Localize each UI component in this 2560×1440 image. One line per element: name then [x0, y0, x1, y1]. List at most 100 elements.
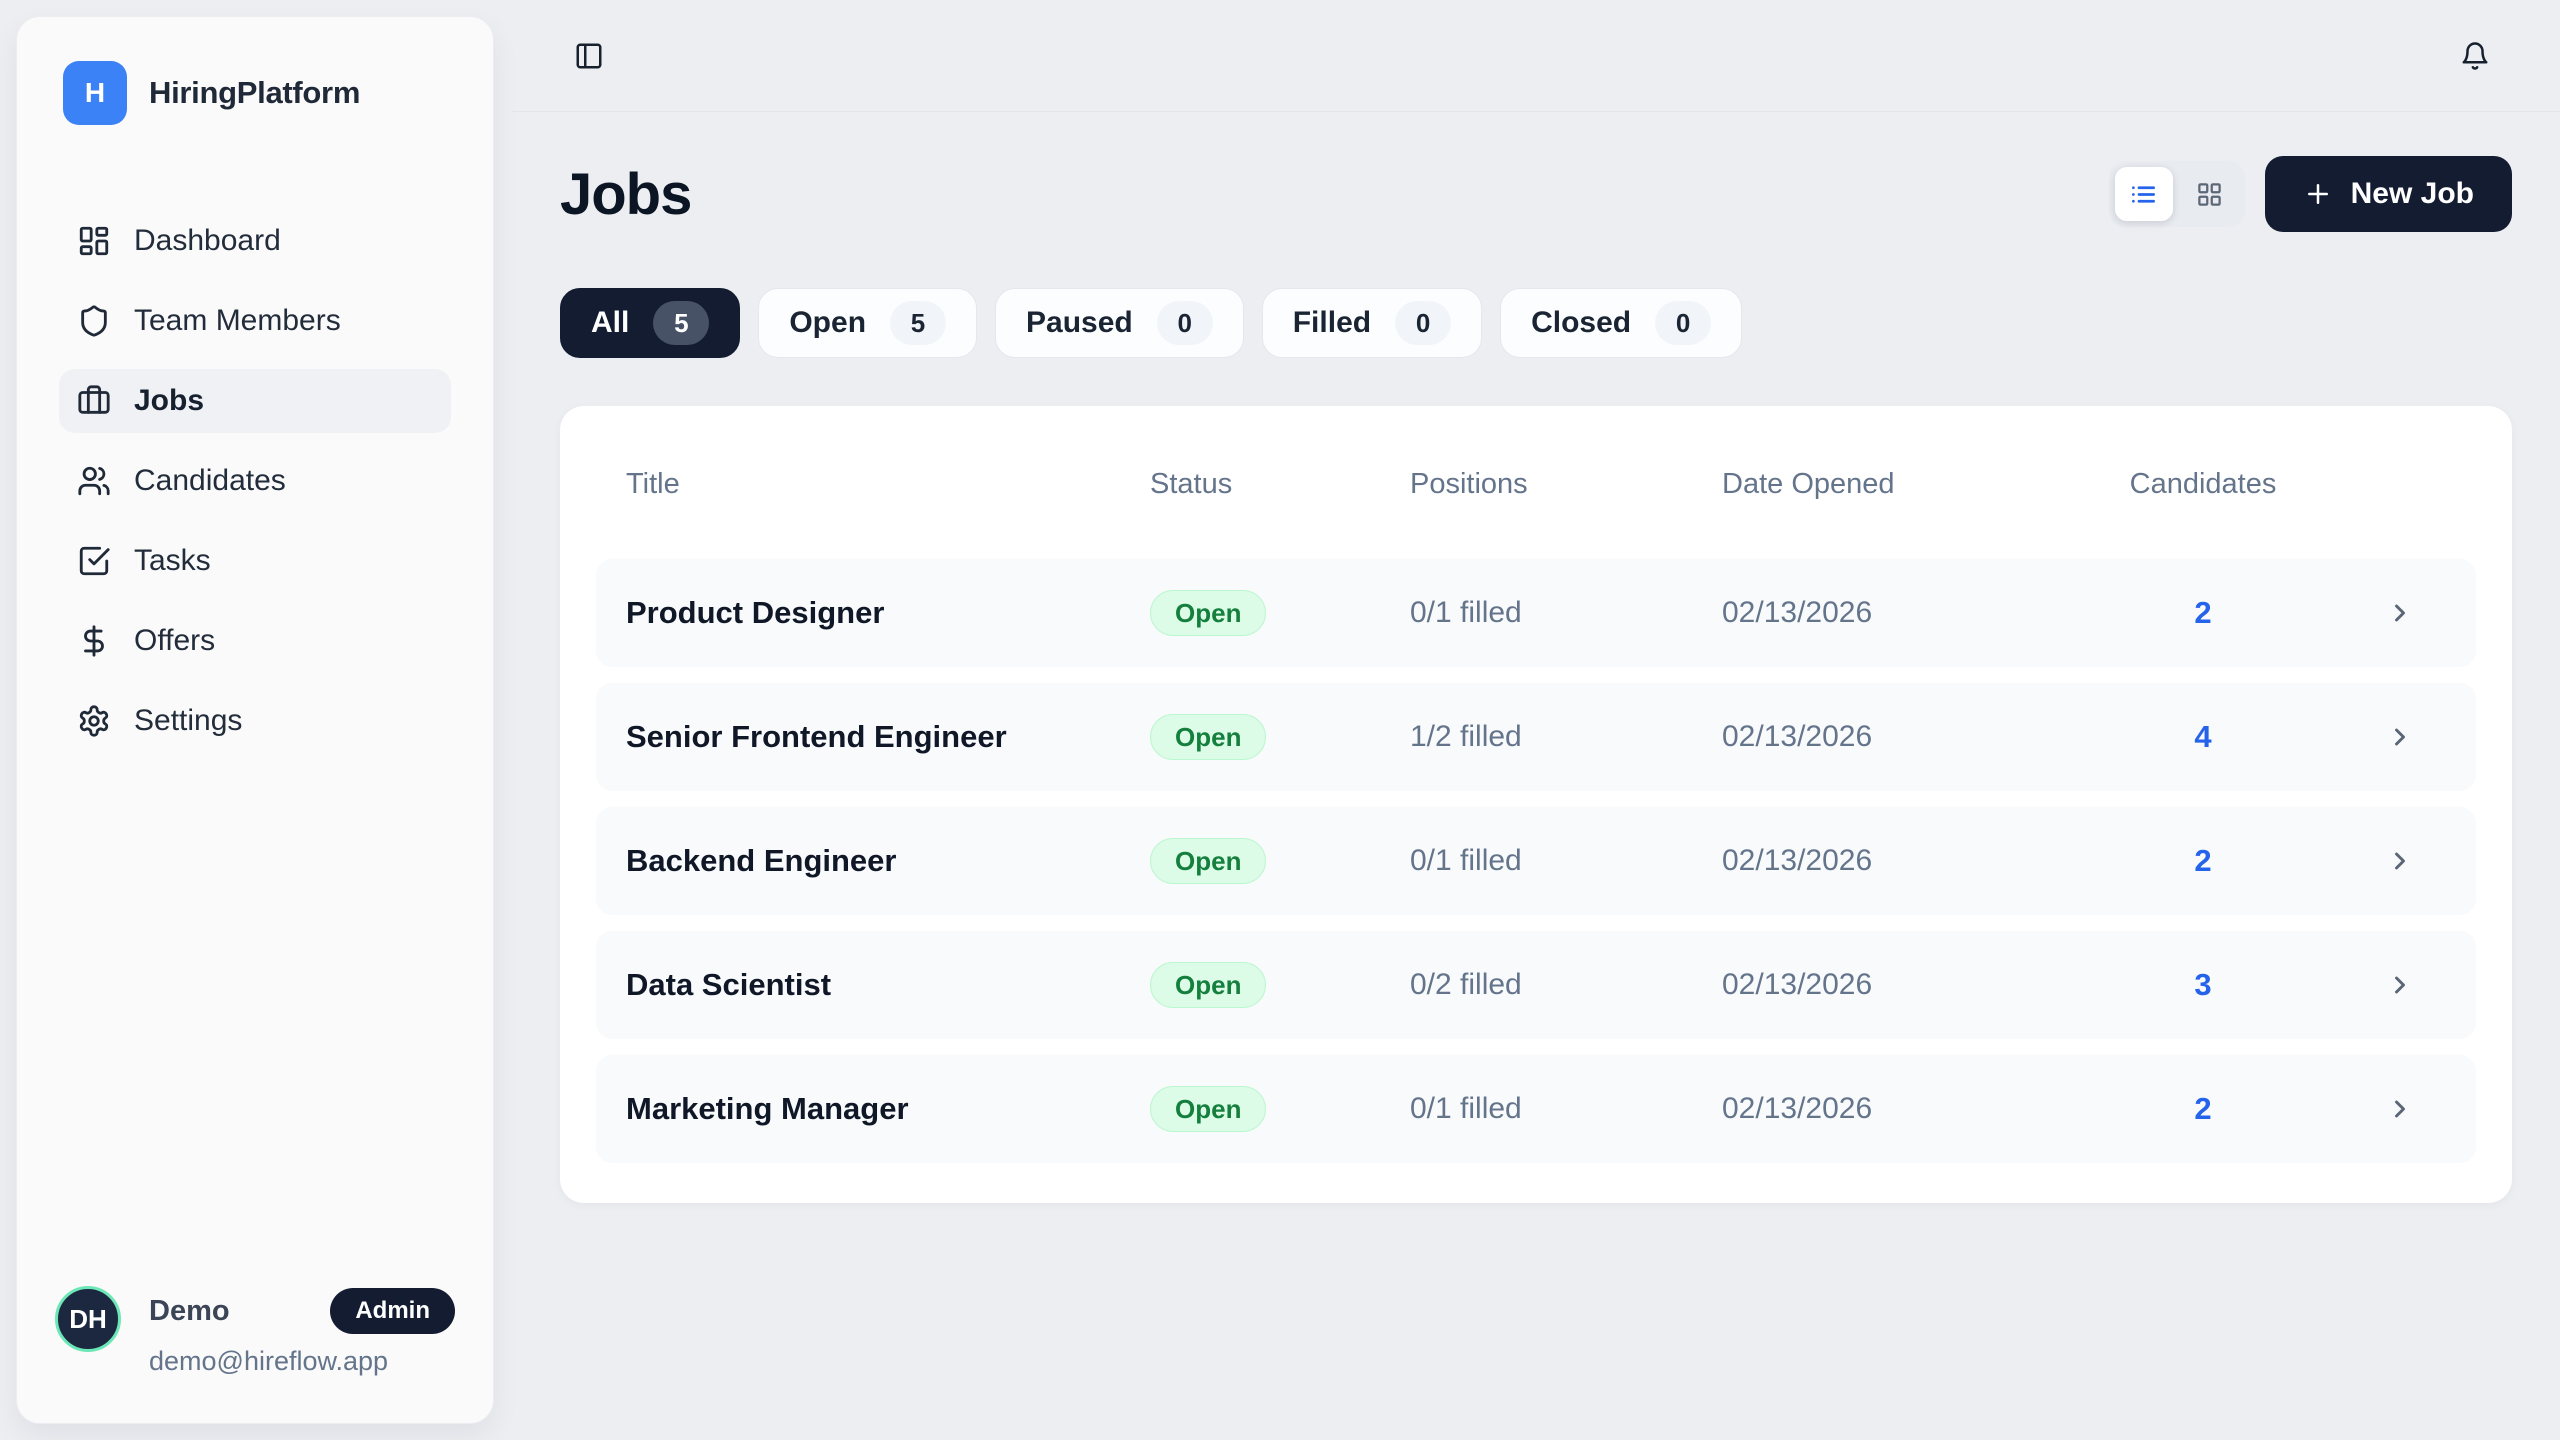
sidebar-item-tasks[interactable]: Tasks	[59, 529, 451, 593]
bell-icon	[2460, 41, 2490, 71]
column-header-title: Title	[626, 468, 680, 500]
sidebar-item-label: Jobs	[134, 384, 205, 417]
job-title: Senior Frontend Engineer	[626, 719, 1007, 754]
job-row[interactable]: Senior Frontend Engineer Open 1/2 filled…	[596, 683, 2476, 791]
grid-view-button[interactable]	[2181, 167, 2239, 221]
sidebar-item-settings[interactable]: Settings	[59, 689, 451, 753]
job-title: Backend Engineer	[626, 843, 897, 878]
job-candidates-count[interactable]: 3	[2194, 967, 2212, 1002]
job-date-opened: 02/13/2026	[1722, 968, 1873, 1001]
main-area: Jobs New Job All 5 Open 5	[512, 0, 2560, 1440]
job-date-opened: 02/13/2026	[1722, 844, 1873, 877]
status-badge: Open	[1150, 838, 1267, 884]
user-name: Demo	[149, 1294, 230, 1327]
list-view-button[interactable]	[2114, 167, 2173, 221]
status-badge: Open	[1150, 962, 1267, 1008]
filter-tab-all[interactable]: All 5	[560, 288, 741, 358]
filter-tab-closed[interactable]: Closed 0	[1500, 288, 1743, 358]
avatar: DH	[55, 1286, 121, 1352]
brand-logo-letter: H	[84, 77, 106, 108]
sidebar-item-dashboard[interactable]: Dashboard	[59, 209, 451, 273]
job-date-opened: 02/13/2026	[1722, 720, 1873, 753]
filter-tab-label: Closed	[1531, 306, 1632, 339]
filter-tab-count-badge: 0	[1655, 301, 1712, 345]
table-body: Product Designer Open 0/1 filled 02/13/2…	[596, 559, 2476, 1163]
job-candidates-count[interactable]: 2	[2194, 1091, 2212, 1126]
dashboard-icon	[77, 224, 111, 258]
job-date-opened: 02/13/2026	[1722, 596, 1873, 629]
filter-tab-open[interactable]: Open 5	[758, 288, 978, 358]
job-row[interactable]: Data Scientist Open 0/2 filled 02/13/202…	[596, 931, 2476, 1039]
avatar-initials: DH	[69, 1303, 107, 1334]
sidebar-item-offers[interactable]: Offers	[59, 609, 451, 673]
filter-tab-paused[interactable]: Paused 0	[995, 288, 1244, 358]
status-badge: Open	[1150, 1086, 1267, 1132]
job-row[interactable]: Marketing Manager Open 0/1 filled 02/13/…	[596, 1055, 2476, 1163]
brand-logo: H	[63, 61, 127, 125]
sidebar-item-jobs[interactable]: Jobs	[59, 369, 451, 433]
job-candidates-count[interactable]: 2	[2194, 843, 2212, 878]
job-row[interactable]: Product Designer Open 0/1 filled 02/13/2…	[596, 559, 2476, 667]
column-header-positions: Positions	[1410, 468, 1528, 500]
sidebar-item-label: Offers	[134, 624, 216, 657]
page-header: Jobs New Job	[560, 156, 2512, 232]
status-badge: Open	[1150, 714, 1267, 760]
sidebar-item-team-members[interactable]: Team Members	[59, 289, 451, 353]
check-square-icon	[77, 544, 111, 578]
column-header-status: Status	[1150, 468, 1233, 500]
filter-tab-count-badge: 0	[1156, 301, 1213, 345]
column-header-date: Date Opened	[1722, 468, 1895, 500]
filter-tab-filled[interactable]: Filled 0	[1261, 288, 1483, 358]
plus-icon	[2303, 179, 2333, 209]
sidebar-nav: Dashboard Team Members Jobs Candidates T…	[43, 209, 467, 1286]
job-title: Data Scientist	[626, 967, 832, 1002]
view-toggle	[2108, 161, 2245, 227]
job-positions: 0/2 filled	[1410, 968, 1522, 1001]
users-icon	[77, 464, 111, 498]
gear-icon	[77, 704, 111, 738]
chevron-right-icon	[2386, 847, 2414, 875]
filter-tab-label: Filled	[1292, 306, 1372, 339]
sidebar-toggle-button[interactable]	[574, 41, 604, 71]
job-candidates-count[interactable]: 4	[2194, 719, 2212, 754]
job-title: Marketing Manager	[626, 1091, 909, 1126]
job-open-action[interactable]	[2386, 1095, 2476, 1123]
table-header-row: Title Status Positions Date Opened Candi…	[596, 442, 2476, 559]
job-status-cell: Open	[1150, 590, 1410, 636]
sidebar-user-section[interactable]: DH Demo Admin demo@hireflow.app	[43, 1286, 467, 1377]
notifications-button[interactable]	[2460, 41, 2490, 71]
sidebar-item-label: Tasks	[134, 544, 211, 577]
panel-left-icon	[574, 41, 604, 71]
header-actions: New Job	[2108, 156, 2512, 232]
job-status-cell: Open	[1150, 1086, 1410, 1132]
sidebar-item-candidates[interactable]: Candidates	[59, 449, 451, 513]
list-icon	[2130, 181, 2157, 208]
job-positions: 1/2 filled	[1410, 720, 1522, 753]
job-open-action[interactable]	[2386, 723, 2476, 751]
chevron-right-icon	[2386, 599, 2414, 627]
chevron-right-icon	[2386, 971, 2414, 999]
chevron-right-icon	[2386, 723, 2414, 751]
job-positions: 0/1 filled	[1410, 844, 1522, 877]
job-title: Product Designer	[626, 595, 885, 630]
job-row[interactable]: Backend Engineer Open 0/1 filled 02/13/2…	[596, 807, 2476, 915]
job-status-cell: Open	[1150, 714, 1410, 760]
sidebar-item-label: Dashboard	[134, 224, 281, 257]
job-open-action[interactable]	[2386, 971, 2476, 999]
job-open-action[interactable]	[2386, 599, 2476, 627]
page-title: Jobs	[560, 161, 692, 227]
job-status-cell: Open	[1150, 838, 1410, 884]
sidebar-item-label: Candidates	[134, 464, 286, 497]
sidebar-item-label: Settings	[134, 704, 243, 737]
filter-tab-label: Open	[789, 306, 867, 339]
sidebar-item-label: Team Members	[134, 304, 341, 337]
status-badge: Open	[1150, 590, 1267, 636]
user-email: demo@hireflow.app	[149, 1346, 389, 1376]
new-job-label: New Job	[2350, 177, 2474, 210]
content: Jobs New Job All 5 Open 5	[512, 112, 2560, 1203]
job-candidates-count[interactable]: 2	[2194, 595, 2212, 630]
column-header-candidates: Candidates	[2129, 468, 2277, 500]
chevron-right-icon	[2386, 1095, 2414, 1123]
new-job-button[interactable]: New Job	[2264, 156, 2512, 232]
job-open-action[interactable]	[2386, 847, 2476, 875]
